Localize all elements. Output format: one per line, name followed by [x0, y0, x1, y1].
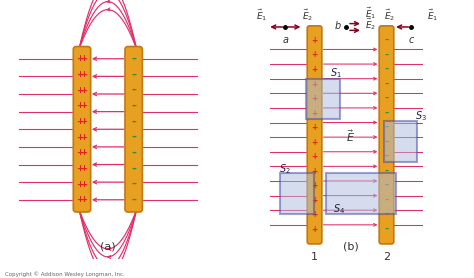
Text: +: +: [311, 181, 318, 190]
Text: –: –: [384, 80, 389, 89]
Text: –: –: [131, 70, 136, 80]
Bar: [383, 121, 418, 162]
Text: –: –: [384, 196, 389, 205]
Text: –: –: [131, 116, 136, 126]
Text: +: +: [311, 138, 318, 147]
Text: +: +: [81, 54, 87, 63]
Text: +: +: [77, 54, 83, 63]
Text: +: +: [81, 148, 87, 157]
Text: $c$: $c$: [408, 35, 415, 45]
Text: +: +: [77, 70, 83, 79]
Text: +: +: [77, 133, 83, 142]
Text: +: +: [311, 65, 318, 74]
FancyBboxPatch shape: [307, 26, 322, 244]
Bar: [326, 173, 396, 214]
Text: +: +: [311, 196, 318, 205]
Text: –: –: [384, 123, 389, 132]
Text: –: –: [384, 181, 389, 190]
Text: (b): (b): [343, 242, 358, 252]
Text: $b$: $b$: [334, 19, 342, 31]
Text: –: –: [384, 225, 389, 234]
Text: +: +: [81, 164, 87, 173]
Text: +: +: [77, 180, 83, 188]
Text: +: +: [311, 167, 318, 176]
Text: –: –: [131, 163, 136, 173]
Text: +: +: [311, 152, 318, 161]
Text: $\vec{E}_1$: $\vec{E}_1$: [365, 6, 376, 21]
Bar: [280, 173, 314, 214]
Text: +: +: [77, 148, 83, 157]
Text: 1: 1: [311, 252, 318, 262]
Text: +: +: [311, 80, 318, 89]
Text: +: +: [311, 225, 318, 234]
FancyBboxPatch shape: [73, 46, 91, 212]
Text: –: –: [384, 36, 389, 45]
Text: +: +: [81, 117, 87, 126]
Text: $\vec{E}_1$: $\vec{E}_1$: [427, 7, 438, 23]
Text: $\vec{E}$: $\vec{E}$: [346, 128, 355, 144]
Text: –: –: [384, 210, 389, 219]
Text: (a): (a): [100, 242, 116, 252]
Text: $\vec{E}_2$: $\vec{E}_2$: [302, 7, 313, 23]
Text: +: +: [77, 164, 83, 173]
Text: –: –: [131, 195, 136, 205]
Text: +: +: [81, 133, 87, 142]
Text: $S_2$: $S_2$: [279, 162, 291, 176]
Text: $S_1$: $S_1$: [330, 66, 342, 80]
Text: –: –: [384, 65, 389, 74]
Text: Copyright © Addison Wesley Longman, Inc.: Copyright © Addison Wesley Longman, Inc.: [5, 271, 125, 277]
Text: $\vec{E}_2$: $\vec{E}_2$: [384, 7, 395, 23]
Text: 2: 2: [383, 252, 390, 262]
Text: +: +: [81, 70, 87, 79]
Text: +: +: [81, 195, 87, 204]
Text: +: +: [77, 195, 83, 204]
Text: –: –: [384, 152, 389, 161]
Bar: [306, 79, 340, 119]
Text: $\vec{E}_2$: $\vec{E}_2$: [365, 16, 376, 32]
Text: –: –: [384, 138, 389, 147]
FancyBboxPatch shape: [125, 46, 142, 212]
FancyBboxPatch shape: [379, 26, 394, 244]
Text: +: +: [311, 123, 318, 132]
Text: +: +: [311, 51, 318, 59]
Text: +: +: [81, 101, 87, 110]
Text: –: –: [131, 132, 136, 142]
Text: +: +: [311, 109, 318, 118]
Text: +: +: [77, 117, 83, 126]
Text: –: –: [131, 148, 136, 158]
Text: +: +: [77, 101, 83, 110]
Text: –: –: [384, 51, 389, 59]
Text: –: –: [384, 94, 389, 103]
Text: +: +: [311, 36, 318, 45]
Text: –: –: [131, 179, 136, 189]
Text: +: +: [77, 86, 83, 95]
Text: –: –: [131, 101, 136, 111]
Text: +: +: [311, 94, 318, 103]
Text: $S_3$: $S_3$: [415, 109, 427, 123]
Text: –: –: [131, 54, 136, 64]
Text: –: –: [384, 109, 389, 118]
Text: –: –: [384, 167, 389, 176]
Text: +: +: [311, 210, 318, 219]
Text: $\vec{E}_1$: $\vec{E}_1$: [256, 7, 267, 23]
Text: –: –: [131, 85, 136, 95]
Text: +: +: [81, 86, 87, 95]
Text: +: +: [81, 180, 87, 188]
Text: $a$: $a$: [282, 35, 289, 45]
Text: $S_4$: $S_4$: [333, 202, 345, 216]
